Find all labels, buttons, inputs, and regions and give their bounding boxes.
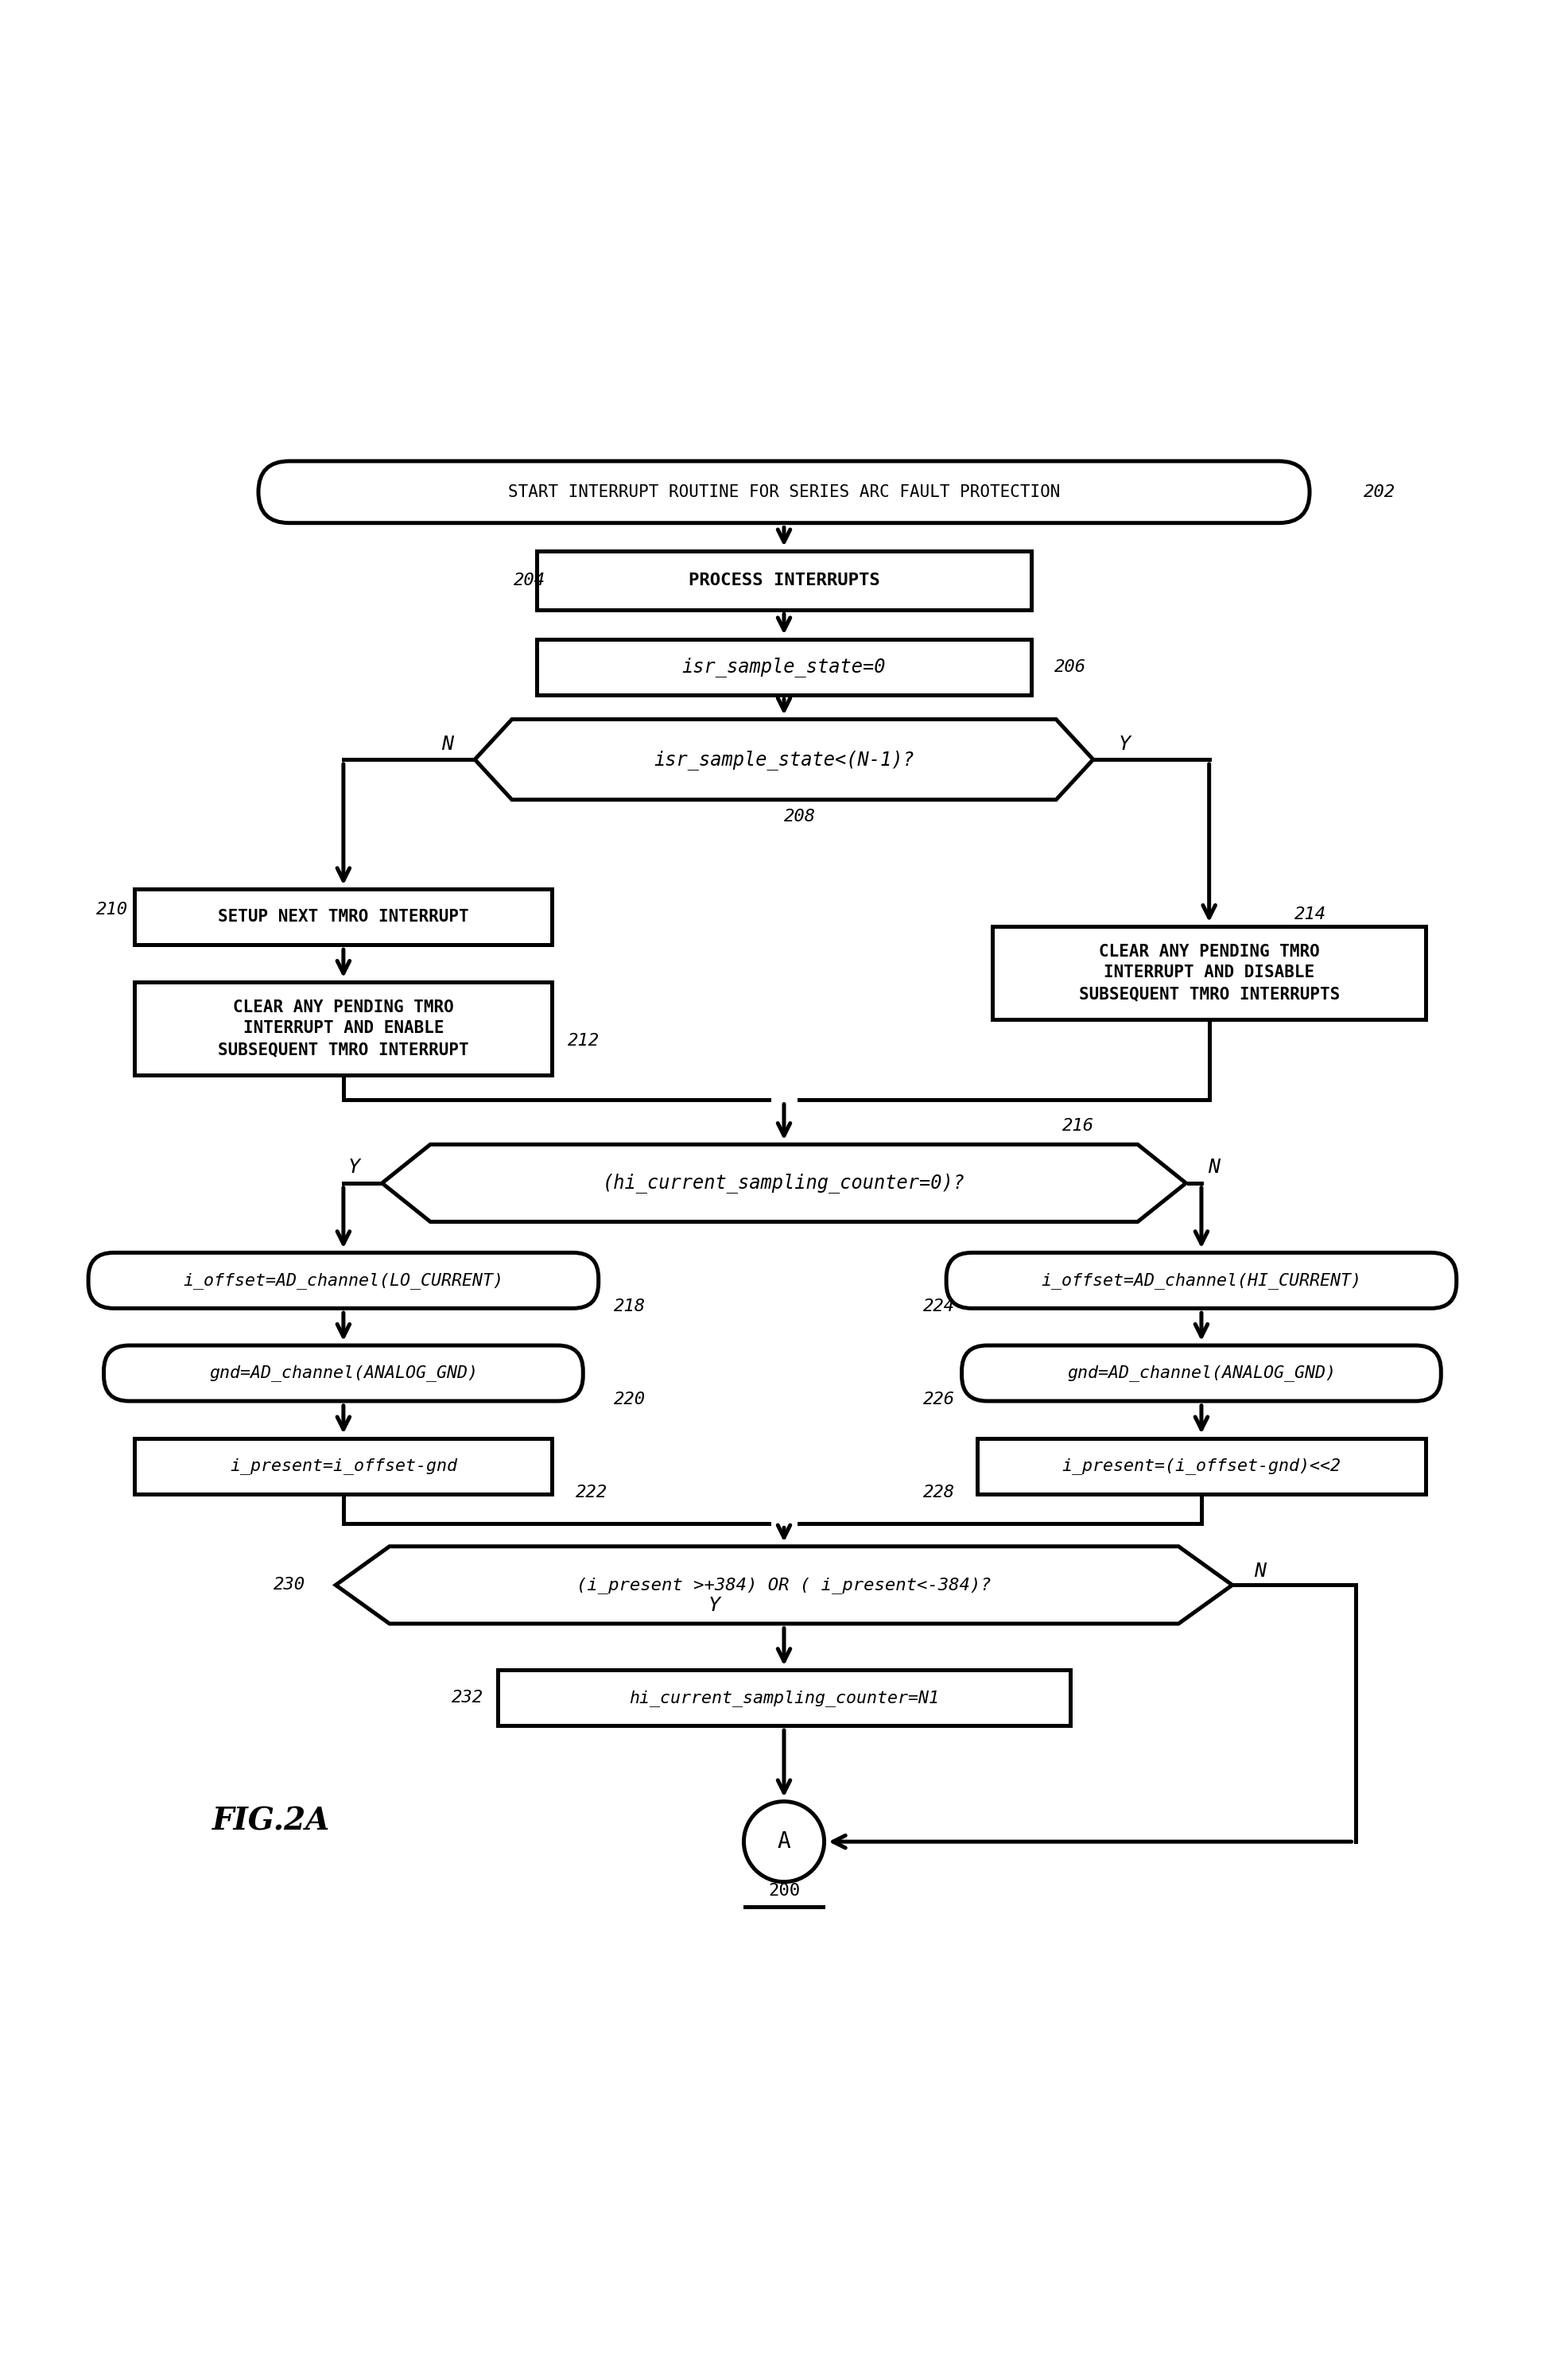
Text: N: N: [441, 734, 453, 753]
FancyBboxPatch shape: [259, 460, 1309, 524]
Bar: [993, 927, 1425, 1020]
Text: 208: 208: [784, 809, 815, 824]
Text: 212: 212: [568, 1034, 599, 1048]
Text: CLEAR ANY PENDING TMRO
INTERRUPT AND DISABLE
SUBSEQUENT TMRO INTERRUPTS: CLEAR ANY PENDING TMRO INTERRUPT AND DIS…: [1079, 944, 1339, 1001]
Text: 210: 210: [96, 902, 129, 918]
Bar: [536, 550, 1032, 609]
Text: (hi_current_sampling_counter=0)?: (hi_current_sampling_counter=0)?: [602, 1173, 966, 1194]
FancyBboxPatch shape: [947, 1253, 1457, 1307]
Bar: [135, 1437, 552, 1494]
Text: Y: Y: [709, 1595, 720, 1614]
Text: 206: 206: [1055, 658, 1087, 675]
Text: i_offset=AD_channel(HI_CURRENT): i_offset=AD_channel(HI_CURRENT): [1041, 1272, 1361, 1289]
Text: 230: 230: [274, 1576, 306, 1593]
Bar: [536, 640, 1032, 694]
Bar: [135, 982, 552, 1074]
Bar: [135, 890, 552, 944]
Text: 218: 218: [615, 1298, 646, 1315]
Text: PROCESS INTERRUPTS: PROCESS INTERRUPTS: [688, 571, 880, 588]
Text: 204: 204: [513, 571, 546, 588]
Circle shape: [743, 1801, 825, 1881]
Text: Y: Y: [1118, 734, 1131, 753]
Text: 224: 224: [924, 1298, 955, 1315]
Text: i_present=i_offset-gnd: i_present=i_offset-gnd: [229, 1458, 458, 1475]
Text: Y: Y: [348, 1159, 361, 1178]
Text: FIG.2A: FIG.2A: [212, 1805, 329, 1836]
Text: 226: 226: [924, 1392, 955, 1407]
FancyBboxPatch shape: [961, 1345, 1441, 1402]
Text: START INTERRUPT ROUTINE FOR SERIES ARC FAULT PROTECTION: START INTERRUPT ROUTINE FOR SERIES ARC F…: [508, 484, 1060, 500]
Text: N: N: [1207, 1159, 1220, 1178]
Polygon shape: [336, 1546, 1232, 1624]
Bar: [499, 1671, 1069, 1725]
Text: gnd=AD_channel(ANALOG_GND): gnd=AD_channel(ANALOG_GND): [209, 1364, 478, 1381]
Bar: [977, 1437, 1425, 1494]
Text: isr_sample_state<(N-1)?: isr_sample_state<(N-1)?: [654, 750, 914, 769]
Text: 228: 228: [924, 1484, 955, 1501]
Text: isr_sample_state=0: isr_sample_state=0: [682, 656, 886, 677]
Text: 200: 200: [768, 1883, 800, 1900]
Polygon shape: [383, 1145, 1185, 1222]
Polygon shape: [475, 720, 1093, 800]
Text: 216: 216: [1062, 1119, 1094, 1133]
Text: 214: 214: [1294, 906, 1327, 923]
Text: 222: 222: [575, 1484, 607, 1501]
Text: gnd=AD_channel(ANALOG_GND): gnd=AD_channel(ANALOG_GND): [1066, 1364, 1336, 1381]
FancyBboxPatch shape: [88, 1253, 599, 1307]
Text: 202: 202: [1364, 484, 1396, 500]
Text: A: A: [778, 1831, 790, 1853]
Text: 220: 220: [615, 1392, 646, 1407]
Text: i_offset=AD_channel(LO_CURRENT): i_offset=AD_channel(LO_CURRENT): [183, 1272, 503, 1289]
Text: N: N: [1254, 1562, 1265, 1581]
FancyBboxPatch shape: [103, 1345, 583, 1402]
Text: CLEAR ANY PENDING TMRO
INTERRUPT AND ENABLE
SUBSEQUENT TMRO INTERRUPT: CLEAR ANY PENDING TMRO INTERRUPT AND ENA…: [218, 1001, 469, 1057]
Text: (i_present >+384) OR ( i_present<-384)?: (i_present >+384) OR ( i_present<-384)?: [577, 1576, 991, 1593]
Text: i_present=(i_offset-gnd)<<2: i_present=(i_offset-gnd)<<2: [1062, 1458, 1341, 1475]
Text: 232: 232: [452, 1690, 483, 1706]
Text: SETUP NEXT TMRO INTERRUPT: SETUP NEXT TMRO INTERRUPT: [218, 909, 469, 925]
Text: hi_current_sampling_counter=N1: hi_current_sampling_counter=N1: [629, 1690, 939, 1706]
